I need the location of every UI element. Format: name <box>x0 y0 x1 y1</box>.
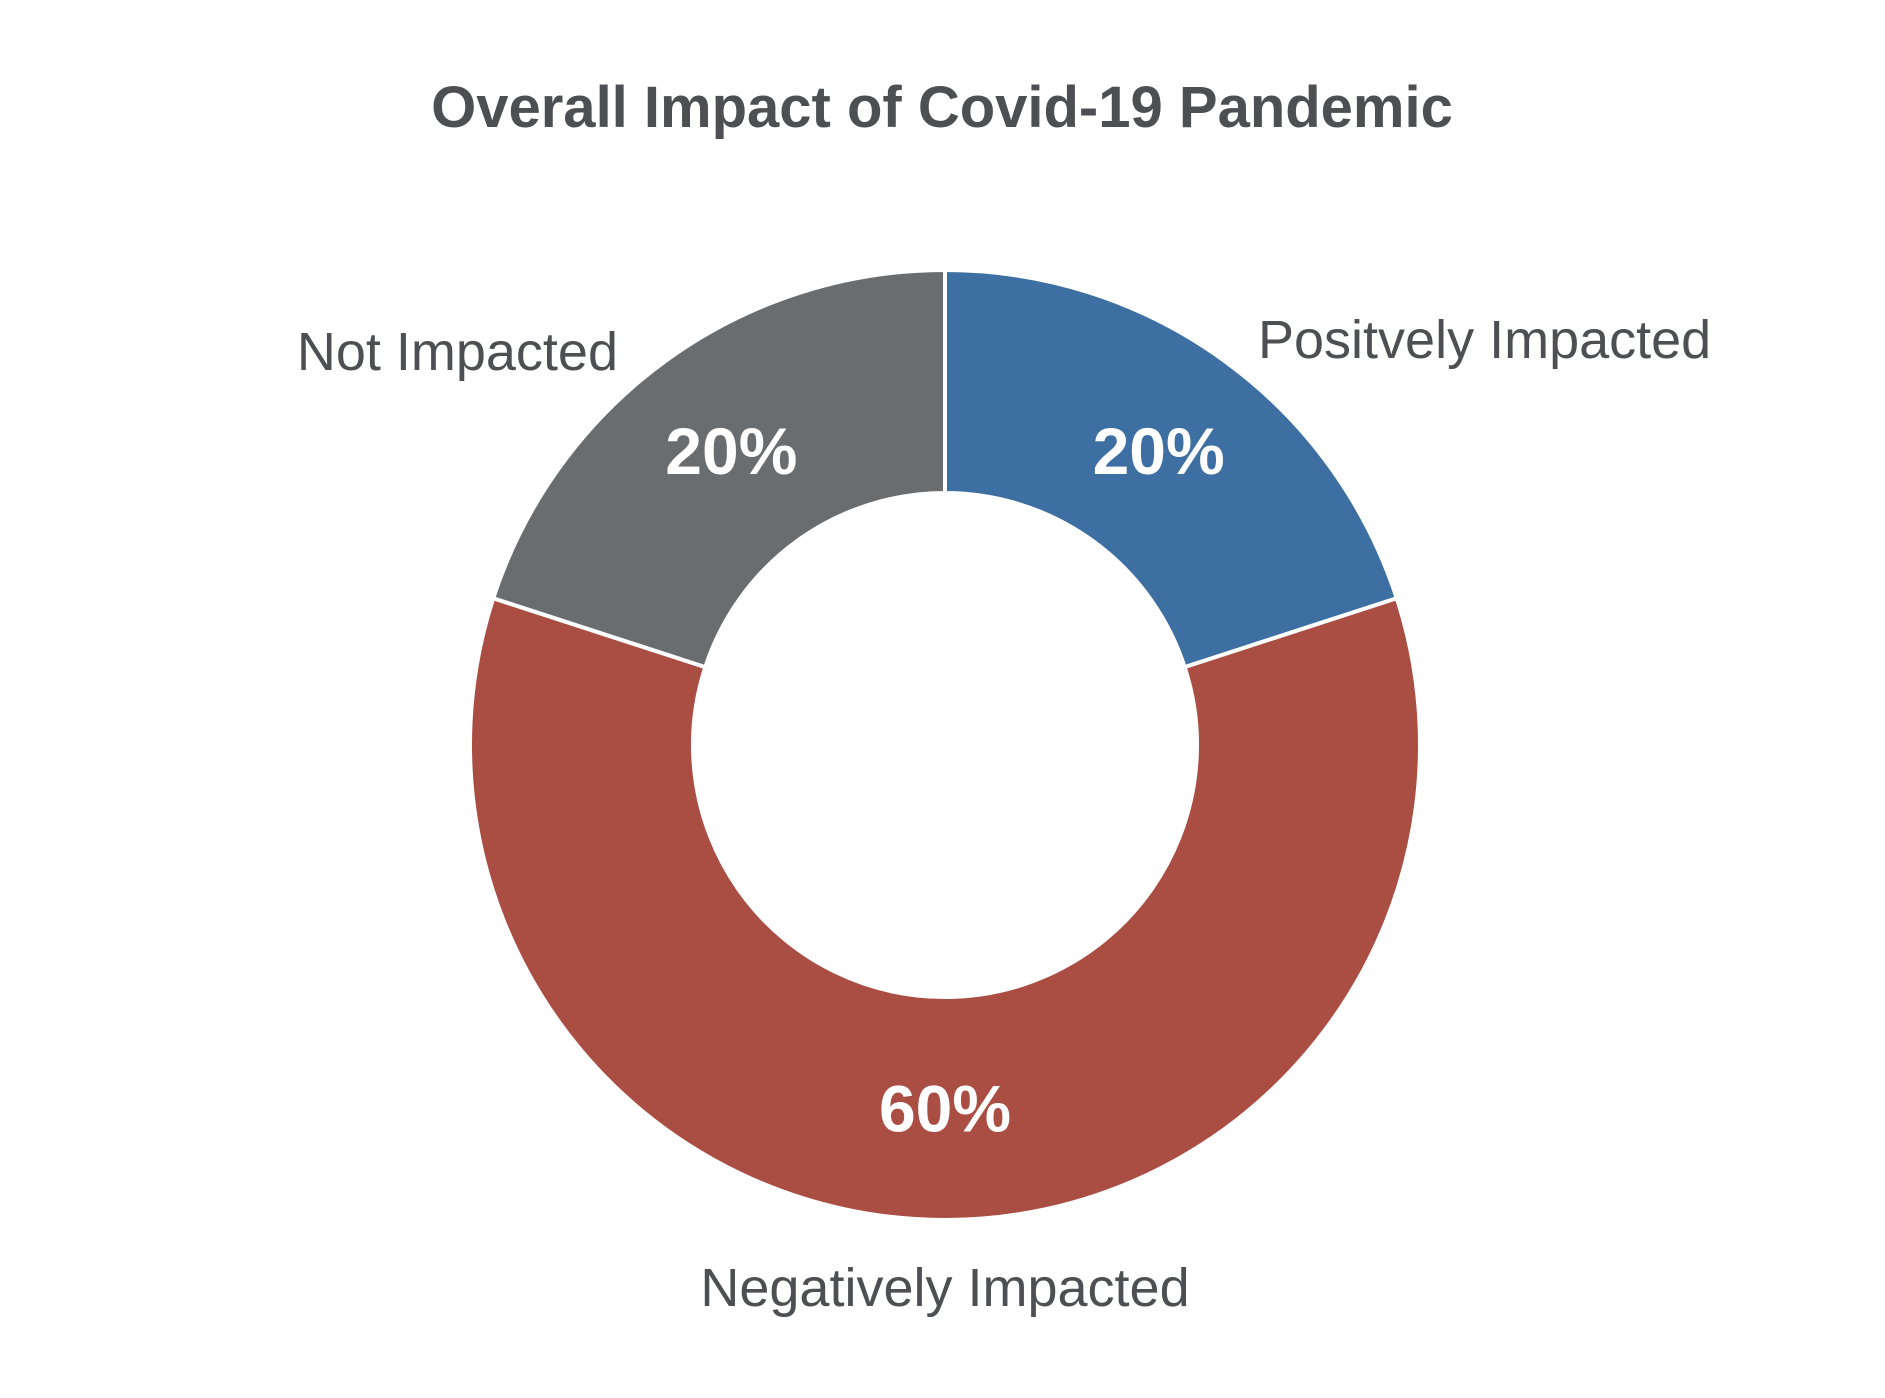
value-label-not-impacted: 20% <box>665 414 797 488</box>
slice-positvely-impacted <box>943 267 1400 670</box>
category-label-positvely-impacted: Positvely Impacted <box>1258 310 1711 370</box>
slice-not-impacted <box>490 267 947 670</box>
slice-negatively-impacted <box>468 595 1422 1222</box>
category-labels-layer: Positvely Impacted Negatively Impacted Not… <box>297 310 1711 1318</box>
value-label-positvely-impacted: 20% <box>1093 414 1225 488</box>
chart-title: Overall Impact of Covid-19 Pandemic <box>431 75 1453 140</box>
value-labels-layer: 20% 60% 20% <box>665 414 1224 1146</box>
category-label-not-impacted: Not Impacted <box>297 322 618 382</box>
category-label-negatively-impacted: Negatively Impacted <box>700 1258 1189 1318</box>
value-label-negatively-impacted: 60% <box>879 1072 1011 1146</box>
slices-layer <box>468 267 1422 1222</box>
